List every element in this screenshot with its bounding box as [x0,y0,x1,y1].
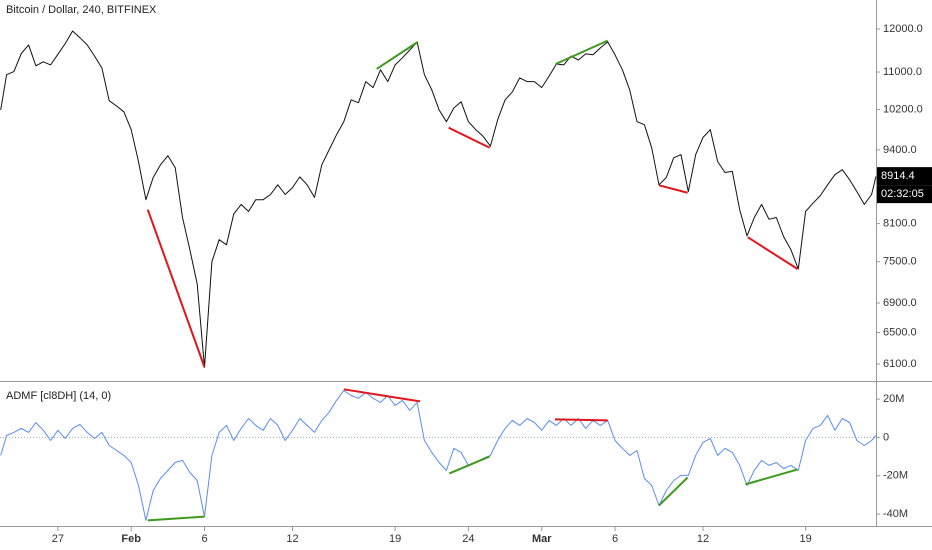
indicator-title: ADMF [cl8DH] (14, 0) [6,390,111,402]
divergence-line [448,455,491,475]
x-tick-label: 19 [800,533,812,545]
countdown-label: 02:32:05 [881,188,924,200]
countdown-bg [877,185,932,204]
x-tick-label: 12 [286,533,298,545]
y-tick-label: 9400.0 [883,144,917,156]
y-tick-label: 20M [883,393,904,405]
y-tick-label: 6900.0 [883,297,917,309]
divergence-line [376,41,419,70]
y-tick-label: -20M [883,470,908,482]
x-tick-label: Feb [121,533,141,545]
x-tick-label: 6 [201,533,207,545]
series-line [0,30,877,368]
divergence-line [658,476,689,507]
x-tick-label: 24 [462,533,474,545]
divergence-line [343,388,421,403]
divergence-line [555,39,609,65]
y-tick-label: 6500.0 [883,326,917,338]
y-tick-label: 11000.0 [883,66,922,78]
y-tick-label: 0 [883,431,889,443]
divergence-line [146,209,206,368]
series-line [0,390,877,521]
y-tick-label: 12000.0 [883,23,923,35]
divergence-line [448,126,491,149]
last-value-bg [877,167,932,186]
y-tick-label: -40M [883,508,908,520]
divergence-line [745,468,798,486]
divergence-line [554,418,608,422]
last-value-label: 8914.4 [881,170,915,182]
y-tick-label: 10200.0 [883,103,923,115]
divergence-line [747,236,799,270]
x-tick-label: 6 [612,533,618,545]
divergence-line [658,184,688,194]
y-tick-label: 7500.0 [883,256,917,268]
divergence-line [147,515,205,522]
x-tick-label: 19 [389,533,401,545]
x-tick-label: Mar [532,533,552,545]
x-tick-label: 12 [697,533,709,545]
y-tick-label: 8100.0 [883,217,917,229]
y-tick-label: 6100.0 [883,358,917,370]
plot-area [0,30,877,522]
chart-title: Bitcoin / Dollar, 240, BITFINEX [6,4,157,16]
x-tick-label: 27 [52,533,64,545]
